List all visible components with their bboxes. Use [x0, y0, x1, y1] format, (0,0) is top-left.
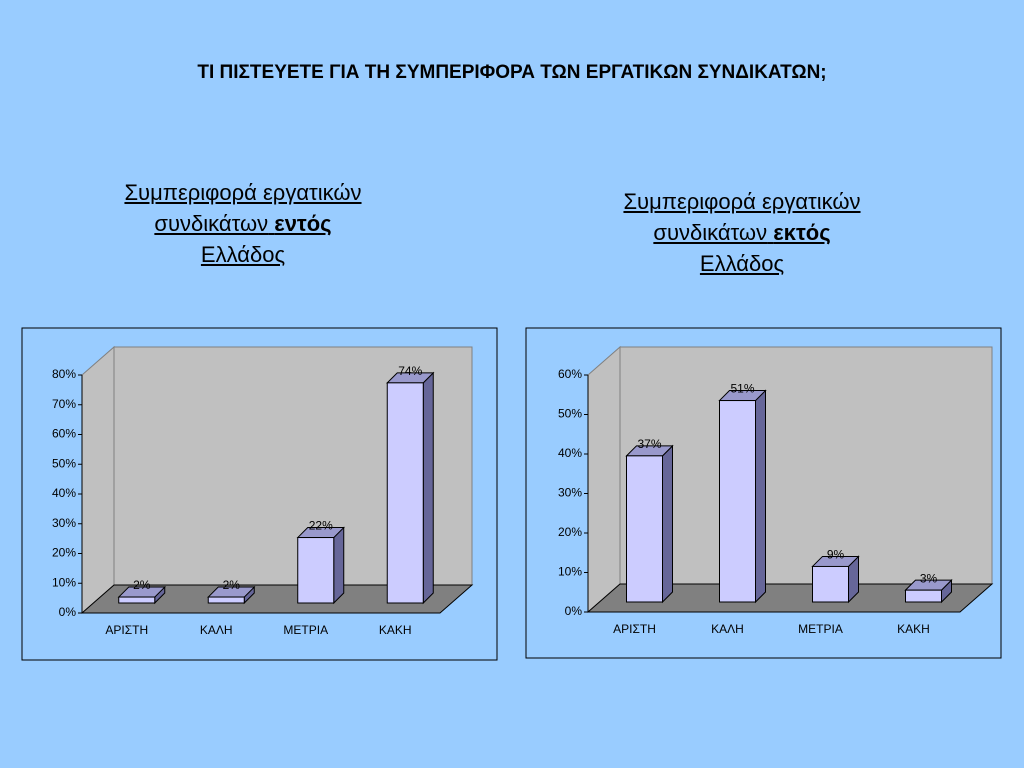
bar-side	[422, 371, 434, 605]
x-tick-label: ΚΑΛΗ	[711, 622, 744, 636]
y-tick-label: 60%	[558, 367, 582, 381]
x-tick-label: ΚΑΛΗ	[200, 623, 233, 637]
y-tick-label: 70%	[52, 397, 76, 411]
value-label: 2%	[133, 578, 151, 592]
y-tick-label: 20%	[52, 546, 76, 560]
title-text: Συμπεριφορά εργατικών	[124, 180, 362, 205]
x-tick-label: ΑΡΙΣΤΗ	[613, 622, 656, 636]
chart-title: Συμπεριφορά εργατικών συνδικάτων εκτός Ελλ…	[572, 186, 912, 279]
title-emphasis: εκτός	[773, 220, 831, 245]
title-text: Ελλάδος	[699, 251, 785, 276]
value-label: 74%	[398, 364, 422, 378]
value-label: 51%	[730, 382, 754, 396]
bar	[207, 596, 245, 604]
bar-side	[662, 444, 673, 604]
y-tick-label: 80%	[52, 367, 76, 381]
y-tick-label: 50%	[52, 456, 76, 470]
x-tick-label: ΜΕΤΡΙΑ	[283, 623, 328, 637]
y-tick-label: 0%	[59, 605, 77, 619]
x-tick-label: ΚΑΚΗ	[897, 622, 930, 636]
value-label: 3%	[920, 571, 938, 585]
x-tick-label: ΚΑΚΗ	[379, 623, 412, 637]
bar	[118, 596, 156, 604]
bar	[812, 565, 849, 603]
value-label: 9%	[827, 548, 845, 562]
x-tick-label: ΑΡΙΣΤΗ	[105, 623, 148, 637]
y-tick-label: 40%	[52, 486, 76, 500]
x-tick-label: ΜΕΤΡΙΑ	[798, 622, 843, 636]
y-tick-label: 60%	[52, 427, 76, 441]
y-tick-label: 30%	[52, 516, 76, 530]
y-tick-label: 0%	[565, 604, 583, 618]
bar	[626, 455, 663, 603]
title-text: συνδικάτων	[653, 220, 768, 245]
title-text: συνδικάτων	[154, 211, 269, 236]
bar	[297, 537, 335, 604]
value-label: 2%	[223, 578, 241, 592]
bar	[905, 589, 942, 603]
y-tick-label: 20%	[558, 525, 582, 539]
chart-title: Συμπεριφορά εργατικών συνδικάτων εντός Ελλ…	[73, 177, 413, 270]
y-tick-label: 50%	[558, 407, 582, 421]
back-wall	[619, 346, 993, 585]
title-text: Ελλάδος	[200, 242, 286, 267]
title-emphasis: εντός	[274, 211, 332, 236]
page-title: ΤΙ ΠΙΣΤΕΥΕΤΕ ΓΙΑ ΤΗ ΣΥΜΠΕΡΙΦΟΡΑ ΤΩΝ ΕΡΓΑ…	[197, 62, 827, 83]
side-wall	[587, 345, 621, 614]
y-tick-label: 30%	[558, 486, 582, 500]
y-tick-label: 10%	[558, 565, 582, 579]
y-tick-label: 10%	[52, 575, 76, 589]
bar	[386, 382, 424, 604]
value-label: 37%	[637, 437, 661, 451]
value-label: 22%	[309, 519, 333, 533]
bar-side	[333, 526, 345, 605]
side-wall	[81, 345, 115, 615]
y-tick-label: 40%	[558, 446, 582, 460]
title-text: Συμπεριφορά εργατικών	[623, 189, 861, 214]
bar	[719, 400, 756, 603]
bar-side	[755, 389, 766, 604]
